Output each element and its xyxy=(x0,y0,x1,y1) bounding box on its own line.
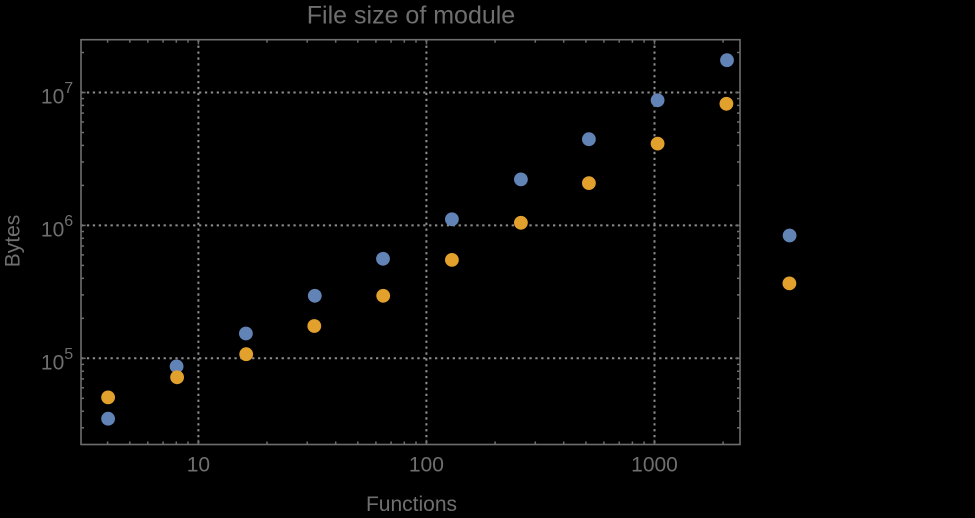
svg-text:100: 100 xyxy=(409,454,444,477)
svg-text:1000: 1000 xyxy=(631,454,678,477)
svg-text:Bytes: Bytes xyxy=(2,215,25,268)
svg-text:Functions: Functions xyxy=(366,493,457,513)
svg-text:10: 10 xyxy=(187,454,210,477)
svg-text:File size of module: File size of module xyxy=(307,2,515,30)
svg-text:106: 106 xyxy=(41,213,73,242)
